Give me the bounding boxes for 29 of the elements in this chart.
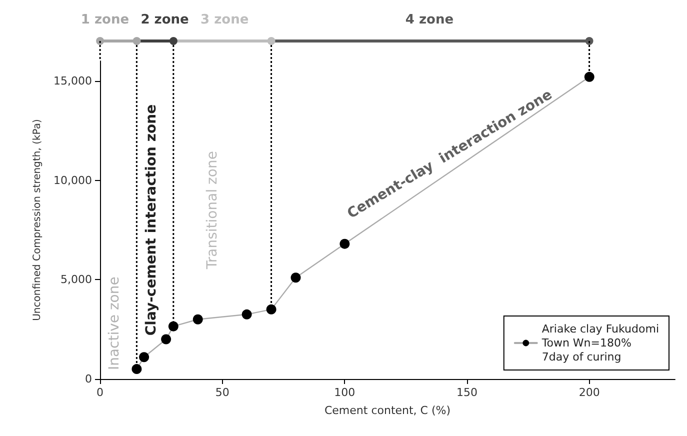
text: 3 zone	[200, 12, 249, 28]
point	[340, 238, 350, 249]
point	[139, 352, 150, 362]
legend-label: Ariake clay Fukudomi Town Wn=180% 7day of curing	[540, 322, 660, 364]
y-tick-label: 15,000	[54, 74, 92, 88]
point	[192, 314, 203, 324]
point	[266, 304, 276, 314]
point	[584, 72, 594, 82]
y-tick-label: 10,000	[54, 174, 92, 187]
annotation: Clay-cement interaction zone	[143, 104, 160, 336]
point	[132, 364, 142, 374]
text: 2 zone	[140, 12, 190, 28]
y-tick-label: 0	[85, 372, 92, 386]
text: 1 zone	[80, 12, 130, 28]
point	[290, 272, 301, 283]
y-tick-label: 5,000	[60, 273, 92, 286]
x-tick-label: 200	[578, 386, 600, 399]
x-tick-label: 50	[215, 386, 230, 399]
annotation: Transitional zone	[204, 151, 221, 270]
point	[242, 309, 252, 320]
x-tick-label: 0	[96, 386, 104, 399]
point	[168, 321, 178, 332]
x-tick-label: 100	[334, 386, 356, 399]
annotation: Inactive zone	[106, 276, 123, 370]
y-axis-title: Unconfined Compression strength, (kPa)	[32, 119, 44, 321]
text: 4 zone	[405, 12, 454, 28]
x-axis-title: Cement content, C (%)	[324, 404, 451, 417]
point	[161, 334, 172, 344]
x-tick-label: 150	[456, 386, 478, 399]
